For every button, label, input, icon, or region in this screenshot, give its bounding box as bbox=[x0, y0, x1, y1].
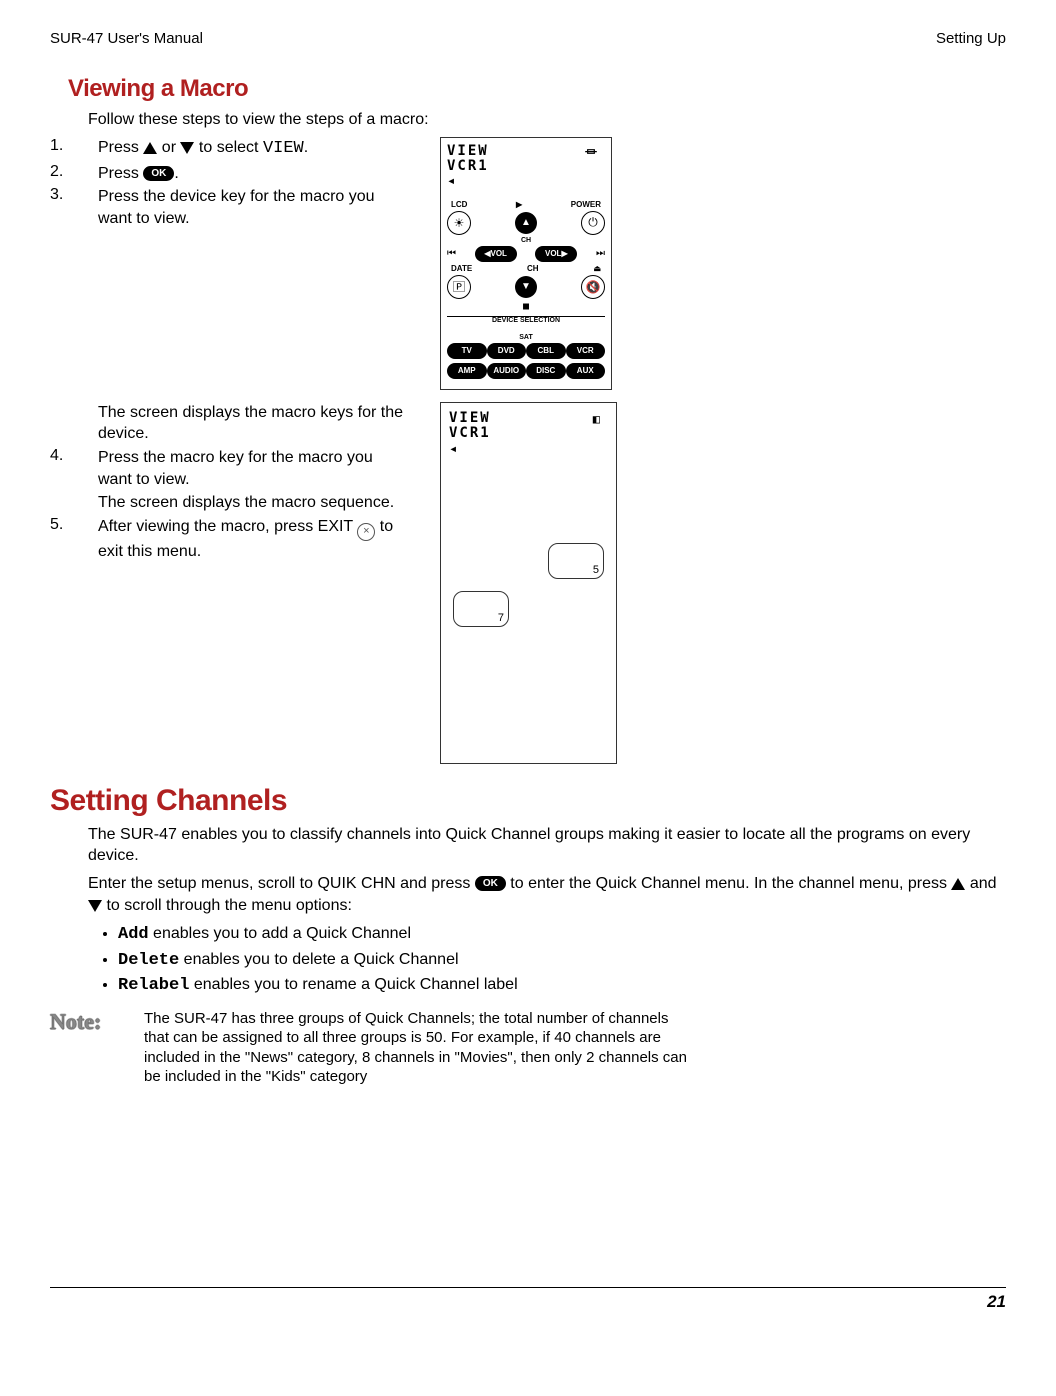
date-label: DATE bbox=[451, 264, 472, 273]
remote-figure: VIEW VCR1 ◂ ⏛ LCD ▶ POWER ☀ ▲ ⏻ CH ⏮ bbox=[440, 137, 612, 390]
channels-bullets: Add enables you to add a Quick Channel D… bbox=[118, 922, 1006, 999]
ok-icon: OK bbox=[143, 166, 174, 182]
ch-down-button: ▼ bbox=[515, 276, 537, 298]
audio-button: AUDIO bbox=[487, 363, 527, 379]
step-number-4: 4. bbox=[50, 447, 98, 465]
bullet-delete-code: Delete bbox=[118, 951, 179, 970]
bullet-relabel-code: Relabel bbox=[118, 976, 189, 995]
step-number-5: 5. bbox=[50, 516, 98, 534]
ch-label: CH bbox=[447, 237, 605, 244]
macro-slot-7: 7 bbox=[453, 591, 509, 627]
down-triangle-icon bbox=[180, 142, 194, 154]
vol-down-button: ◀ VOL bbox=[475, 246, 517, 262]
step1-post: to select bbox=[194, 139, 262, 156]
channels-p2-post: to scroll through the menu options: bbox=[102, 897, 352, 914]
channels-p2-mid: to enter the Quick Channel menu. In the … bbox=[506, 875, 952, 892]
lcd2-line1: VIEW bbox=[449, 410, 491, 426]
macro-slot-5: 5 bbox=[548, 543, 604, 579]
screen-displays-sequence: The screen displays the macro sequence. bbox=[98, 492, 394, 514]
up-triangle-icon-2 bbox=[951, 878, 965, 890]
ok-icon-2: OK bbox=[475, 876, 506, 892]
header-left: SUR-47 User's Manual bbox=[50, 30, 203, 47]
step-number-1: 1. bbox=[50, 137, 98, 155]
date-button: 🄿 bbox=[447, 275, 471, 299]
tv-button: TV bbox=[447, 343, 487, 359]
step2-end: . bbox=[174, 165, 178, 182]
vcr-button: VCR bbox=[566, 343, 606, 359]
page-footer: 21 bbox=[50, 1287, 1006, 1312]
channels-p2-pre: Enter the setup menus, scroll to QUIK CH… bbox=[88, 875, 475, 892]
bullet-add-text: enables you to add a Quick Channel bbox=[149, 925, 411, 942]
bullet-delete-text: enables you to delete a Quick Channel bbox=[179, 951, 458, 968]
note-label: Note: bbox=[50, 1009, 120, 1087]
dvd-button: DVD bbox=[487, 343, 527, 359]
screen-displays-keys: The screen displays the macro keys for t… bbox=[98, 402, 408, 445]
steps-4-5: The screen displays the macro keys for t… bbox=[50, 402, 410, 764]
cbl-button: CBL bbox=[526, 343, 566, 359]
power-label: POWER bbox=[571, 200, 601, 209]
mute-button: 🔇 bbox=[581, 275, 605, 299]
bullet-relabel-text: enables you to rename a Quick Channel la… bbox=[189, 976, 517, 993]
step5-pre: After viewing the macro, press EXIT bbox=[98, 518, 357, 535]
header: SUR-47 User's Manual Setting Up bbox=[50, 30, 1006, 47]
up-triangle-icon bbox=[143, 142, 157, 154]
disc-button: DISC bbox=[526, 363, 566, 379]
channels-p2-mid2: and bbox=[965, 875, 996, 892]
note-text: The SUR-47 has three groups of Quick Cha… bbox=[144, 1009, 694, 1087]
ch-up-button: ▲ bbox=[515, 212, 537, 234]
lcd2-arrow: ◂ bbox=[449, 441, 459, 457]
step3-text: Press the device key for the macro you w… bbox=[98, 186, 408, 229]
exit-icon: × bbox=[357, 523, 375, 541]
viewing-macro-title: Viewing a Macro bbox=[68, 75, 1006, 103]
lcd-arrow: ◂ bbox=[447, 173, 457, 189]
sat-label: SAT bbox=[447, 334, 605, 341]
aux-button: AUX bbox=[566, 363, 606, 379]
page-number: 21 bbox=[987, 1292, 1006, 1311]
channels-p1: The SUR-47 enables you to classify chann… bbox=[88, 824, 1006, 867]
lcd-line1: VIEW bbox=[447, 143, 489, 159]
lcd-screen: VIEW VCR1 ◂ ⏛ bbox=[447, 144, 605, 190]
signal-icon: ⏛ bbox=[585, 146, 599, 159]
step1-end: . bbox=[304, 139, 308, 156]
step1-mid: or bbox=[157, 139, 180, 156]
step-number-3: 3. bbox=[50, 186, 98, 204]
note-block: Note: The SUR-47 has three groups of Qui… bbox=[50, 1009, 1006, 1087]
bullet-add-code: Add bbox=[118, 925, 149, 944]
step4-text: Press the macro key for the macro you wa… bbox=[98, 447, 408, 490]
step1-pre: Press bbox=[98, 139, 143, 156]
step2-pre: Press bbox=[98, 165, 143, 182]
lcd-label: LCD bbox=[451, 200, 467, 209]
vol-up-button: VOL ▶ bbox=[535, 246, 577, 262]
viewing-intro: Follow these steps to view the steps of … bbox=[88, 109, 1006, 131]
amp-button: AMP bbox=[447, 363, 487, 379]
setting-channels-title: Setting Channels bbox=[50, 784, 1006, 818]
header-right: Setting Up bbox=[936, 30, 1006, 47]
steps-1-3: 1. Press or to select VIEW. 2. Press OK.… bbox=[50, 137, 410, 390]
lcd-button: ☀ bbox=[447, 211, 471, 235]
step1-code: VIEW bbox=[263, 139, 304, 158]
macro-key-figure: VIEW VCR1 ◂ ◧ 5 7 bbox=[440, 402, 617, 764]
lcd-line2: VCR1 bbox=[447, 158, 489, 174]
power-button: ⏻ bbox=[581, 211, 605, 235]
lcd2-line2: VCR1 bbox=[449, 425, 491, 441]
down-triangle-icon-2 bbox=[88, 900, 102, 912]
step-number-2: 2. bbox=[50, 163, 98, 181]
signal-icon-2: ◧ bbox=[593, 413, 602, 426]
device-selection-label: DEVICE SELECTION bbox=[488, 317, 564, 324]
